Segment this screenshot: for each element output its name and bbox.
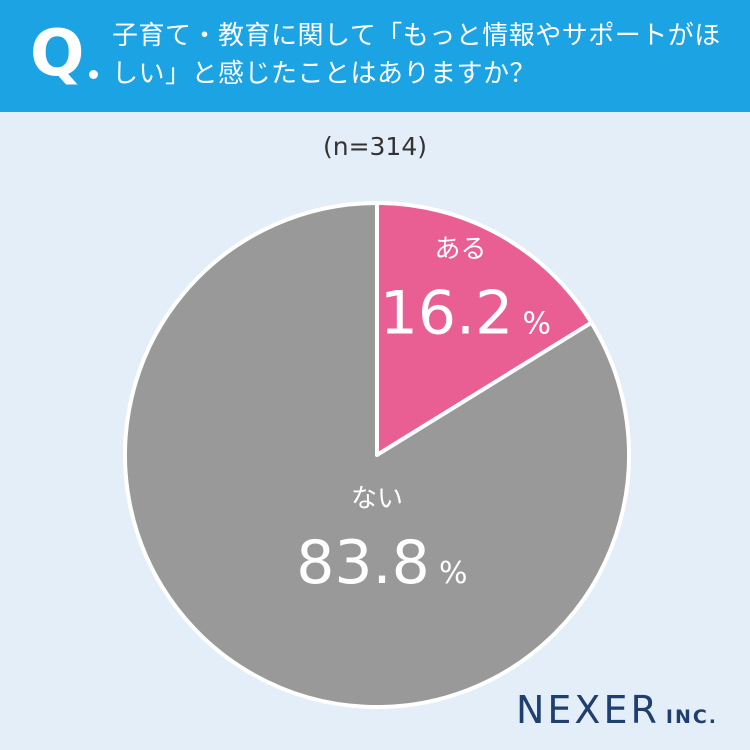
- question-banner: Q 子育て・教育に関して「もっと情報やサポートがほしい」と感じたことはありますか…: [0, 0, 750, 112]
- value-label: 16.2: [380, 278, 514, 348]
- sample-size: (n=314): [322, 132, 428, 161]
- category-label: ある: [434, 234, 486, 264]
- logo-main: NEXER: [516, 688, 660, 732]
- slice-label-yes: ある 16.2%: [380, 234, 551, 348]
- category-label: ない: [351, 484, 403, 514]
- logo-sub: INC.: [665, 706, 719, 728]
- slice-label-no: ない 83.8%: [296, 484, 467, 598]
- percent-sign: %: [522, 306, 551, 341]
- question-text: 子育て・教育に関して「もっと情報やサポートがほしい」と感じたことはありますか？: [112, 21, 721, 89]
- percent-sign: %: [439, 556, 468, 591]
- nexer-logo: NEXER INC.: [516, 688, 718, 732]
- pie-slice-yes: [375, 201, 594, 457]
- value-label: 83.8: [296, 528, 430, 598]
- q-dot: [89, 70, 98, 79]
- pie-slice-no: [123, 201, 631, 709]
- q-mark: Q: [30, 17, 85, 91]
